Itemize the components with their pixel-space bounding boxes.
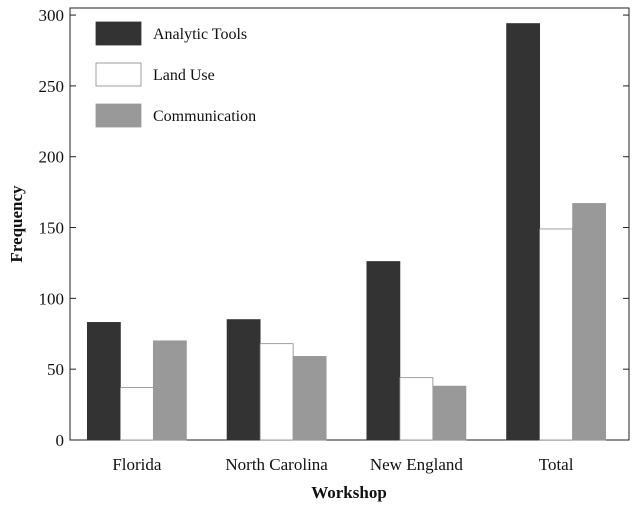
plot-frame: [69, 7, 630, 441]
y-tick-label: 0: [56, 431, 65, 450]
bar-communication-florida: [152, 340, 187, 441]
bar-communication-north-carolina: [292, 356, 327, 441]
bar-communication-total: [572, 203, 607, 441]
y-axis: 0 50 100 150 200 250 300: [39, 6, 629, 450]
bar-communication-new-england: [432, 385, 467, 441]
y-tick-label: 100: [39, 289, 65, 308]
legend-swatch: [95, 103, 142, 128]
bar-analytic-tools-new-england: [366, 261, 401, 441]
bar-analytic-tools-north-carolina: [226, 319, 261, 441]
legend: Analytic Tools Land Use Communication: [95, 21, 256, 128]
y-tick-label: 300: [39, 6, 65, 25]
x-tick-label: New England: [370, 455, 464, 474]
legend-swatch: [95, 62, 142, 87]
bar-land-use-total: [539, 228, 574, 441]
y-tick-label: 250: [39, 77, 65, 96]
bar-analytic-tools-total: [506, 23, 541, 441]
x-tick-label: Total: [539, 455, 574, 474]
legend-label: Communication: [153, 108, 256, 125]
x-tick-label: North Carolina: [225, 455, 328, 474]
legend-label: Analytic Tools: [153, 26, 247, 43]
legend-swatch: [95, 21, 142, 46]
y-axis-title: Frequency: [7, 185, 26, 263]
y-tick-label: 200: [39, 148, 65, 167]
bars: [86, 23, 607, 441]
bar-land-use-north-carolina: [259, 343, 294, 441]
bar-land-use-new-england: [399, 377, 434, 441]
y-tick-label: 150: [39, 219, 65, 238]
x-axis: Florida North Carolina New England Total: [112, 434, 574, 474]
x-tick-label: Florida: [112, 455, 162, 474]
y-tick-label: 50: [47, 360, 64, 379]
bar-land-use-florida: [119, 387, 154, 441]
bar-analytic-tools-florida: [86, 322, 121, 441]
legend-label: Land Use: [153, 67, 215, 84]
x-axis-title: Workshop: [311, 483, 387, 502]
